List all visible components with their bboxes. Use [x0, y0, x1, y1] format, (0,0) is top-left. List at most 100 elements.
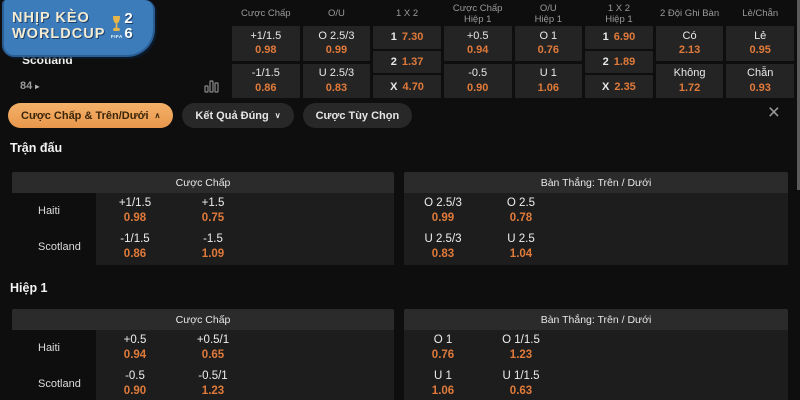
close-icon[interactable]: ×	[767, 101, 780, 124]
odds-column-header: 1 X 2	[395, 8, 419, 20]
odds-selection[interactable]: O 1/1.5 1.23	[482, 333, 560, 363]
market-count-expander[interactable]: 84 ▸	[20, 80, 39, 92]
odds-label: Có	[682, 29, 697, 42]
odds-selection[interactable]: O 2.5 0.78	[482, 196, 560, 226]
odds-value: 1.09	[201, 248, 225, 260]
odds-value: 0.95	[749, 44, 771, 57]
odds-selection[interactable]: -1/1.5 0.86	[96, 232, 174, 262]
odds-selection[interactable]: U 2.5 1.04	[482, 232, 560, 262]
odds-selection[interactable]: O 2.5/3 0.99	[404, 196, 482, 226]
odds-column-header: O/U	[327, 8, 345, 20]
odds-strip-cell[interactable]: U 2.5/3 0.83	[302, 63, 371, 98]
odds-label: O 1	[433, 334, 453, 347]
odds-strip-column: 2 Đội Ghi Bàn Có 2.13 Không 1.72	[655, 2, 724, 98]
odds-selection[interactable]: +0.5/1 0.65	[174, 333, 252, 363]
odds-row: -0.5 0.90 -0.5/1 1.23	[96, 366, 394, 400]
odds-strip-column: Cược Chấp Hiệp 1 +0.5 0.94 -0.5 0.90	[443, 2, 512, 98]
odds-label: Chẵn	[747, 67, 774, 80]
odds-value: 0.65	[201, 349, 225, 361]
odds-label: +1.5	[201, 197, 225, 210]
odds-column-header: O/U Hiệp 1	[534, 2, 563, 25]
odds-column-cells: 1 6.90 2 1.89 X 2.35	[585, 26, 653, 99]
panel-title: Bàn Thắng: Trên / Dưới	[404, 172, 788, 193]
odds-strip-cell[interactable]: U 1 1.06	[514, 63, 583, 98]
odds-label: U 1/1.5	[502, 370, 540, 383]
odds-selection[interactable]: O 1 0.76	[404, 333, 482, 363]
odds-selection[interactable]: U 1/1.5 0.63	[482, 369, 560, 399]
odds-strip-cell[interactable]: +1/1.5 0.98	[232, 26, 300, 61]
odds-row: +1/1.5 0.98 +1.5 0.75	[96, 193, 394, 229]
odds-selection[interactable]: -1.5 1.09	[174, 232, 252, 262]
odds-strip-cell[interactable]: 1 6.90	[585, 26, 653, 49]
stats-bar-chart-icon[interactable]	[204, 79, 220, 98]
odds-selection[interactable]: U 1 1.06	[404, 369, 482, 399]
odds-strip-cell[interactable]: -0.5 0.90	[443, 63, 512, 98]
chevron-up-icon: ∧	[154, 111, 161, 120]
panel-title: Cược Chấp	[12, 309, 394, 330]
odds-label: O 1/1.5	[502, 334, 540, 347]
odds-strip-cell[interactable]: 1 7.30	[373, 26, 441, 49]
odds-panel: Bàn Thắng: Trên / Dưới O 2.5/3 0.99 O 2.5 0.…	[404, 172, 788, 265]
logo-wordmark: NHỊP KÈO WORLDCUP	[12, 10, 105, 42]
logo-year-2026: FIFA 2 6	[110, 11, 133, 42]
odds-label: +1/1.5	[118, 197, 152, 210]
odds-value: 1.23	[201, 385, 225, 397]
odds-column-header: Cược Chấp Hiệp 1	[452, 2, 503, 25]
odds-selection[interactable]: +1.5 0.75	[174, 196, 252, 226]
odds-column-cells: +0.5 0.94 -0.5 0.90	[443, 26, 512, 98]
panel-odds-box: +1/1.5 0.98 +1.5 0.75 -1/1.5 0.86 -1.5 1.09	[96, 193, 394, 265]
odds-value: 0.94	[466, 44, 489, 57]
odds-strip-cell[interactable]: 2 1.37	[373, 50, 441, 74]
tab-active[interactable]: Cược Chấp & Trên/Dưới ∧	[8, 103, 174, 128]
odds-strip-cell[interactable]: O 1 0.76	[514, 26, 583, 61]
odds-strip-cell[interactable]: Có 2.13	[655, 26, 724, 61]
team-name: Scotland	[38, 241, 81, 253]
odds-label: U 1	[539, 67, 557, 80]
odds-value: 0.98	[123, 212, 147, 224]
section-title-match: Trận đấu	[10, 141, 63, 155]
tab-inactive[interactable]: Kết Quả Đúng ∨	[182, 103, 294, 128]
odds-column-cells: O 1 0.76 U 1 1.06	[514, 26, 583, 98]
odds-strip-cell[interactable]: +0.5 0.94	[443, 26, 512, 61]
odds-selection[interactable]: +0.5 0.94	[96, 333, 174, 363]
odds-value: 0.86	[123, 248, 147, 260]
tab-inactive[interactable]: Cược Tùy Chọn	[302, 103, 413, 128]
scrollbar[interactable]	[797, 0, 800, 190]
odds-value: 1.06	[431, 385, 455, 397]
odds-strip-cell[interactable]: Chẵn 0.93	[726, 63, 794, 98]
odds-strip-cell[interactable]: Lẻ 0.95	[726, 26, 794, 61]
odds-value: 0.76	[431, 349, 455, 361]
odds-label: 1	[390, 31, 397, 44]
market-count-value: 84	[20, 80, 33, 92]
odds-panel: Cược Chấp Haiti Scotland +0.5 0.94 +0.5/1 0.65…	[12, 309, 394, 400]
odds-row: O 1 0.76 O 1/1.5 1.23	[404, 330, 788, 366]
odds-value: 0.90	[123, 385, 147, 397]
panel-odds-box: O 2.5/3 0.99 O 2.5 0.78 U 2.5/3 0.83 U 2.5 1.04	[404, 193, 788, 265]
odds-strip-cell[interactable]: 2 1.89	[585, 50, 653, 74]
odds-label: 2	[602, 55, 609, 68]
odds-label: 1	[602, 31, 609, 44]
odds-column-header: Cược Chấp	[241, 8, 291, 20]
odds-value: 2.35	[614, 80, 636, 93]
odds-row: O 2.5/3 0.99 O 2.5 0.78	[404, 193, 788, 229]
odds-label: O 1	[539, 29, 558, 42]
odds-strip-cell[interactable]: X 4.70	[373, 75, 441, 99]
odds-value: 1.04	[509, 248, 533, 260]
tab-label: Cược Tùy Chọn	[315, 109, 400, 122]
odds-panel: Cược Chấp Haiti Scotland +1/1.5 0.98 +1.5 0.75…	[12, 172, 394, 265]
odds-selection[interactable]: +1/1.5 0.98	[96, 196, 174, 226]
odds-strip-cell[interactable]: -1/1.5 0.86	[232, 63, 300, 98]
odds-label: -0.5	[468, 67, 488, 80]
odds-selection[interactable]: -0.5/1 1.23	[174, 369, 252, 399]
odds-value: 0.98	[255, 44, 277, 57]
odds-value: 0.83	[431, 248, 455, 260]
odds-strip-cell[interactable]: Không 1.72	[655, 63, 724, 98]
odds-strip-cell[interactable]: O 2.5/3 0.99	[302, 26, 371, 61]
expand-arrow-icon: ▸	[35, 81, 40, 91]
odds-strip-cell[interactable]: X 2.35	[585, 75, 653, 99]
market-tabs: Cược Chấp & Trên/Dưới ∧ Kết Quả Đúng ∨ Cược …	[8, 103, 413, 128]
logo-year-bottom: 6	[124, 24, 133, 42]
odds-selection[interactable]: U 2.5/3 0.83	[404, 232, 482, 262]
panel-body: Haiti Scotland +0.5 0.94 +0.5/1 0.65 -0.5 0.90-…	[12, 330, 394, 400]
odds-selection[interactable]: -0.5 0.90	[96, 369, 174, 399]
